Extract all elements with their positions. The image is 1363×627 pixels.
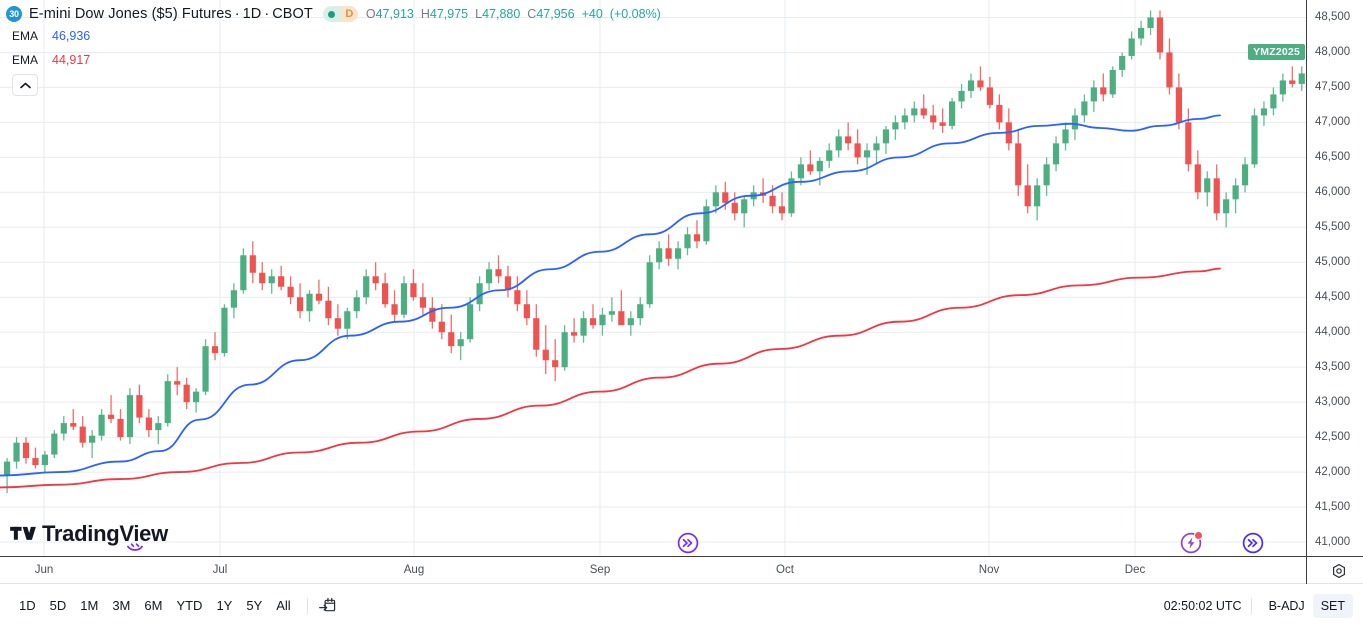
chart-grid [0, 0, 1306, 556]
price-tick-label: 44,500 [1315, 291, 1351, 304]
price-tick-label: 47,000 [1315, 116, 1351, 129]
time-tick-label: Nov [978, 564, 1000, 576]
price-tick-label: 44,000 [1315, 326, 1351, 339]
ohlc-open-value: 47,913 [375, 7, 414, 21]
range-button-5y[interactable]: 5Y [246, 598, 263, 613]
time-tick-label: Sep [589, 564, 611, 576]
price-tick-label: 48,500 [1315, 11, 1351, 24]
chevron-up-icon [19, 82, 31, 88]
interval-label[interactable]: 1D [242, 6, 262, 22]
symbol-name[interactable]: E-mini Dow Jones ($5) Futures [29, 6, 232, 22]
price-tick-label: 43,000 [1315, 396, 1351, 409]
range-button-ytd[interactable]: YTD [176, 598, 203, 613]
range-button-1d[interactable]: 1D [19, 598, 36, 613]
price-tick-label: 41,000 [1315, 536, 1351, 548]
price-tick-label: 42,500 [1315, 431, 1351, 444]
bottom-toolbar: 1D 5D 1M 3M 6M YTD 1Y 5Y All 02:50:02 UTC B-ADJ … [0, 584, 1363, 627]
price-tick-label: 42,000 [1315, 466, 1351, 479]
time-scale-divider [1306, 557, 1307, 584]
range-button-1y[interactable]: 1Y [216, 598, 233, 613]
crosshair-settings-icon[interactable] [1331, 563, 1347, 579]
range-button-all[interactable]: All [276, 598, 291, 613]
toolbar-divider-1 [306, 597, 308, 614]
indicator-legend-ema-2[interactable]: EMA 44,917 [12, 48, 661, 72]
ohlc-change: +40 [581, 7, 603, 21]
price-tick-label: 46,500 [1315, 151, 1351, 164]
indicator-value: 44,917 [52, 53, 91, 67]
ohlc-values: O47,913 H47,975 L47,880 C47,956 +40 (+0.08%) [366, 7, 661, 21]
notification-badge-dot [1194, 531, 1203, 540]
session-open-dot-icon [322, 6, 341, 22]
clock-label: 02:50:02 UTC [1163, 598, 1242, 613]
legend-separator-1: · [234, 6, 240, 22]
range-buttons-group: 1D 5D 1M 3M 6M YTD 1Y 5Y All [0, 595, 298, 616]
ohlc-high-value: 47,975 [429, 7, 469, 21]
goto-date-button[interactable] [317, 595, 339, 617]
collapse-legend-button[interactable] [12, 74, 38, 96]
time-tick-label: Jun [34, 564, 54, 576]
range-button-5d[interactable]: 5D [49, 598, 67, 613]
ohlc-close-value: 47,956 [536, 7, 575, 21]
indicator-legend-ema-1[interactable]: EMA 46,936 [12, 24, 661, 48]
interval-badge-icon: 30 [6, 6, 22, 22]
ohlc-change-percent: (+0.08%) [609, 7, 661, 21]
indicator-value: 46,936 [52, 29, 91, 43]
adjustment-button[interactable]: B-ADJ [1268, 598, 1305, 613]
chart-legend: 30 E-mini Dow Jones ($5) Futures · 1D · … [6, 4, 661, 96]
time-tick-label: Jul [212, 564, 228, 576]
time-scale[interactable]: Jun Jul Aug Sep Oct Nov Dec [0, 556, 1363, 584]
ohlc-low-value: 47,880 [482, 7, 521, 21]
chart-settings-button[interactable]: SET [1312, 593, 1353, 618]
chart-canvas[interactable] [0, 0, 1306, 556]
price-tick-label: 45,000 [1315, 256, 1351, 269]
ohlc-high-label: H [420, 7, 430, 21]
range-button-6m[interactable]: 6M [144, 598, 163, 613]
price-scale[interactable]: 48,500 48,000 47,500 47,000 46,500 46,000 45,5… [1248, 0, 1363, 556]
price-tick-label: 41,500 [1315, 501, 1351, 514]
legend-separator-2: · [264, 6, 270, 22]
price-tick-label: 47,500 [1315, 81, 1351, 94]
ohlc-low-label: L [475, 7, 483, 21]
toolbar-right-group: 02:50:02 UTC B-ADJ SET [1163, 593, 1363, 618]
ohlc-open-label: O [365, 7, 376, 21]
indicator-name: EMA [12, 29, 39, 43]
range-button-1m[interactable]: 1M [80, 598, 99, 613]
flash-alert-icon[interactable] [1180, 531, 1203, 554]
price-tick-label: 46,000 [1315, 186, 1351, 199]
price-tick-label: 43,500 [1315, 361, 1351, 374]
ohlc-close-label: C [527, 7, 537, 21]
replay-smiley-icon[interactable] [124, 537, 146, 559]
settlement-flag-icon: D [340, 6, 358, 22]
time-tick-label: Aug [403, 564, 425, 576]
price-tick-label: 45,500 [1315, 221, 1351, 234]
fast-forward-icon-2[interactable] [1242, 532, 1264, 554]
chart-series [0, 10, 1305, 494]
time-tick-label: Oct [776, 564, 794, 576]
indicator-name: EMA [12, 53, 39, 67]
exchange-label[interactable]: CBOT [272, 6, 313, 22]
price-tick-label: 48,000 [1315, 46, 1351, 59]
symbol-price-tag: YMZ2025 [1248, 44, 1305, 61]
time-tick-label: Dec [1124, 564, 1146, 576]
market-status-pill[interactable]: D [322, 6, 358, 22]
goto-date-icon [319, 597, 336, 612]
symbol-legend-row[interactable]: 30 E-mini Dow Jones ($5) Futures · 1D · … [6, 4, 661, 24]
fast-forward-icon[interactable] [677, 532, 699, 554]
toolbar-divider-2 [1250, 597, 1252, 614]
range-button-3m[interactable]: 3M [112, 598, 131, 613]
